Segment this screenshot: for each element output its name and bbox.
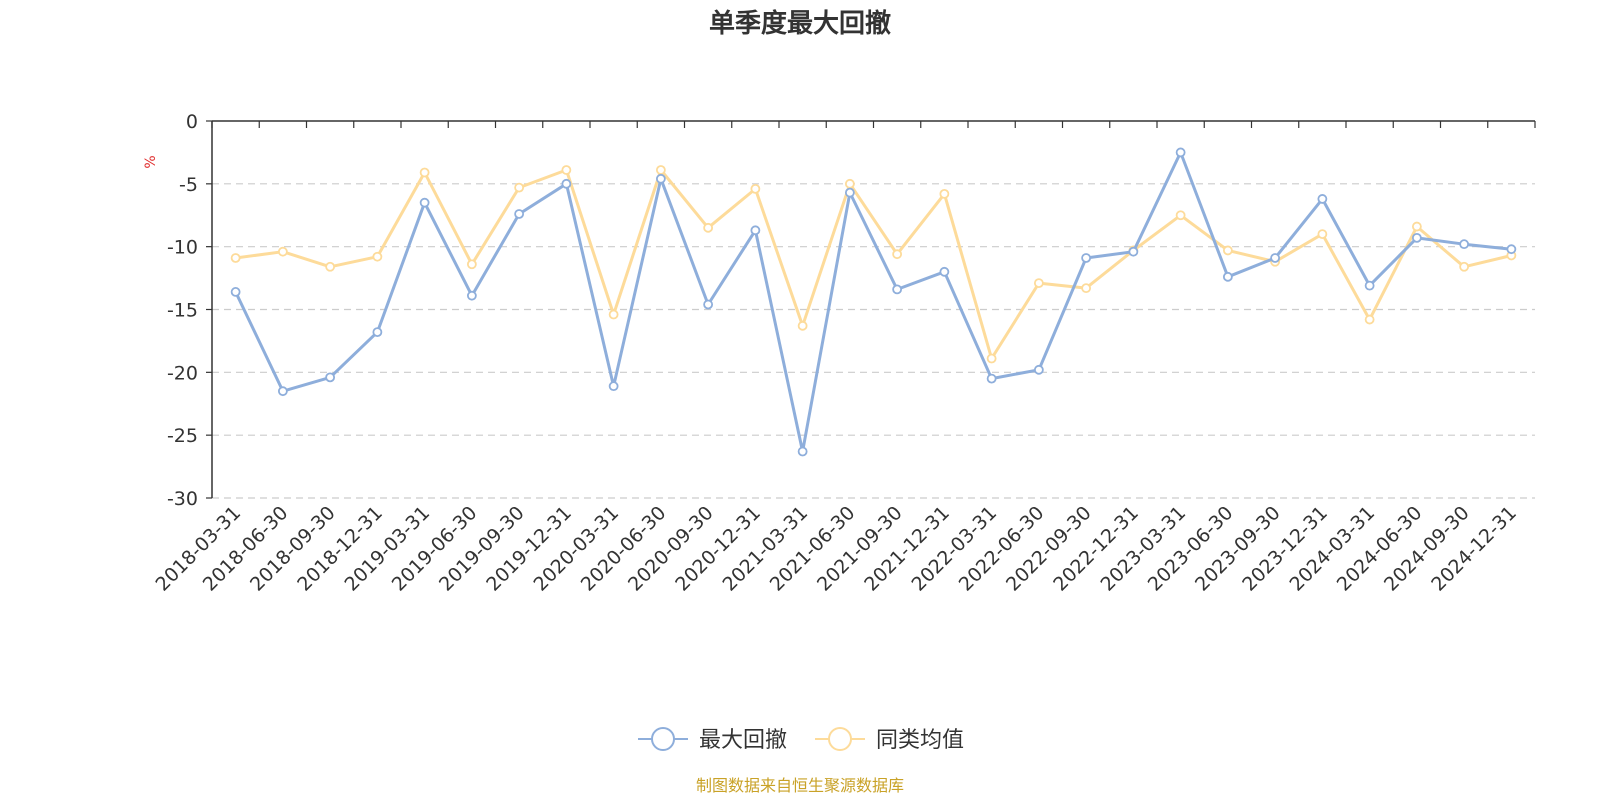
data-point (1411, 221, 1422, 232)
grid-lines (212, 183, 1535, 499)
data-point (325, 372, 336, 383)
y-tick-label: -5 (179, 174, 198, 196)
data-point (892, 284, 903, 295)
data-point (844, 187, 855, 198)
y-axis-unit: % (143, 155, 159, 168)
data-point (844, 178, 855, 189)
data-point (1317, 229, 1328, 240)
legend-item-max-drawdown[interactable]: 最大回撤 (638, 727, 787, 753)
legend-label: 同类均值 (876, 728, 964, 753)
data-point (230, 253, 241, 263)
data-point (561, 165, 572, 175)
data-point (372, 251, 383, 262)
legend-marker-icon (651, 727, 675, 751)
series-peer-average (230, 165, 1517, 364)
data-point (1270, 253, 1281, 263)
source-note: 制图数据来自恒生聚源数据库 (696, 776, 904, 795)
data-point (1317, 194, 1328, 204)
data-point (1033, 278, 1044, 289)
x-tick-labels: 2018-03-312018-06-302018-09-302018-12-31… (152, 502, 1521, 596)
y-tick-label: -10 (167, 237, 198, 259)
data-point (655, 165, 666, 175)
legend-marker-icon (828, 727, 852, 751)
data-point (419, 197, 430, 208)
legend-label: 最大回撤 (699, 728, 787, 753)
data-point (1175, 210, 1186, 221)
series-lines (230, 147, 1517, 457)
data-point (703, 299, 714, 310)
data-point (230, 287, 241, 297)
data-point (1459, 239, 1470, 250)
data-point (986, 373, 997, 384)
data-point (277, 386, 288, 397)
data-point (325, 261, 336, 272)
data-point (1128, 246, 1139, 257)
data-point (986, 353, 997, 364)
data-point (561, 178, 572, 189)
data-point (608, 381, 619, 392)
data-point (655, 173, 666, 184)
data-point (277, 246, 288, 257)
data-point (797, 320, 808, 331)
data-point (703, 222, 714, 233)
data-point (939, 266, 950, 277)
data-point (514, 209, 525, 219)
series-line (235, 168, 1512, 360)
data-point (1175, 147, 1186, 158)
data-point (466, 259, 477, 270)
data-point (1506, 244, 1517, 255)
data-point (939, 188, 950, 199)
data-point (1364, 280, 1375, 291)
data-point (750, 225, 761, 236)
data-point (514, 182, 525, 193)
chart-title: 单季度最大回撤 (709, 8, 891, 39)
data-point (608, 309, 619, 320)
y-tick-label: 0 (186, 111, 198, 133)
legend[interactable]: 最大回撤 同类均值 (638, 727, 964, 753)
data-point (1081, 253, 1092, 263)
axes (206, 120, 1536, 499)
data-point (1364, 314, 1375, 325)
data-point (1411, 232, 1422, 243)
data-point (892, 249, 903, 260)
data-point (750, 183, 761, 194)
data-point (1033, 364, 1044, 375)
series-max-drawdown (230, 147, 1517, 457)
data-point (1222, 245, 1233, 256)
y-tick-labels: 0 -5 -10 -15 -20 -25 -30 (167, 111, 198, 510)
data-point (372, 327, 383, 338)
data-point (466, 290, 477, 301)
y-tick-label: -15 (167, 300, 198, 322)
y-tick-label: -30 (167, 488, 198, 510)
legend-item-peer-average[interactable]: 同类均值 (815, 727, 964, 753)
data-point (419, 167, 430, 178)
y-tick-label: -20 (167, 362, 198, 384)
data-point (1081, 283, 1092, 294)
data-point (1222, 271, 1233, 282)
series-line (234, 150, 1512, 453)
y-tick-label: -25 (167, 425, 198, 447)
data-point (1459, 261, 1470, 272)
data-point (797, 446, 808, 457)
